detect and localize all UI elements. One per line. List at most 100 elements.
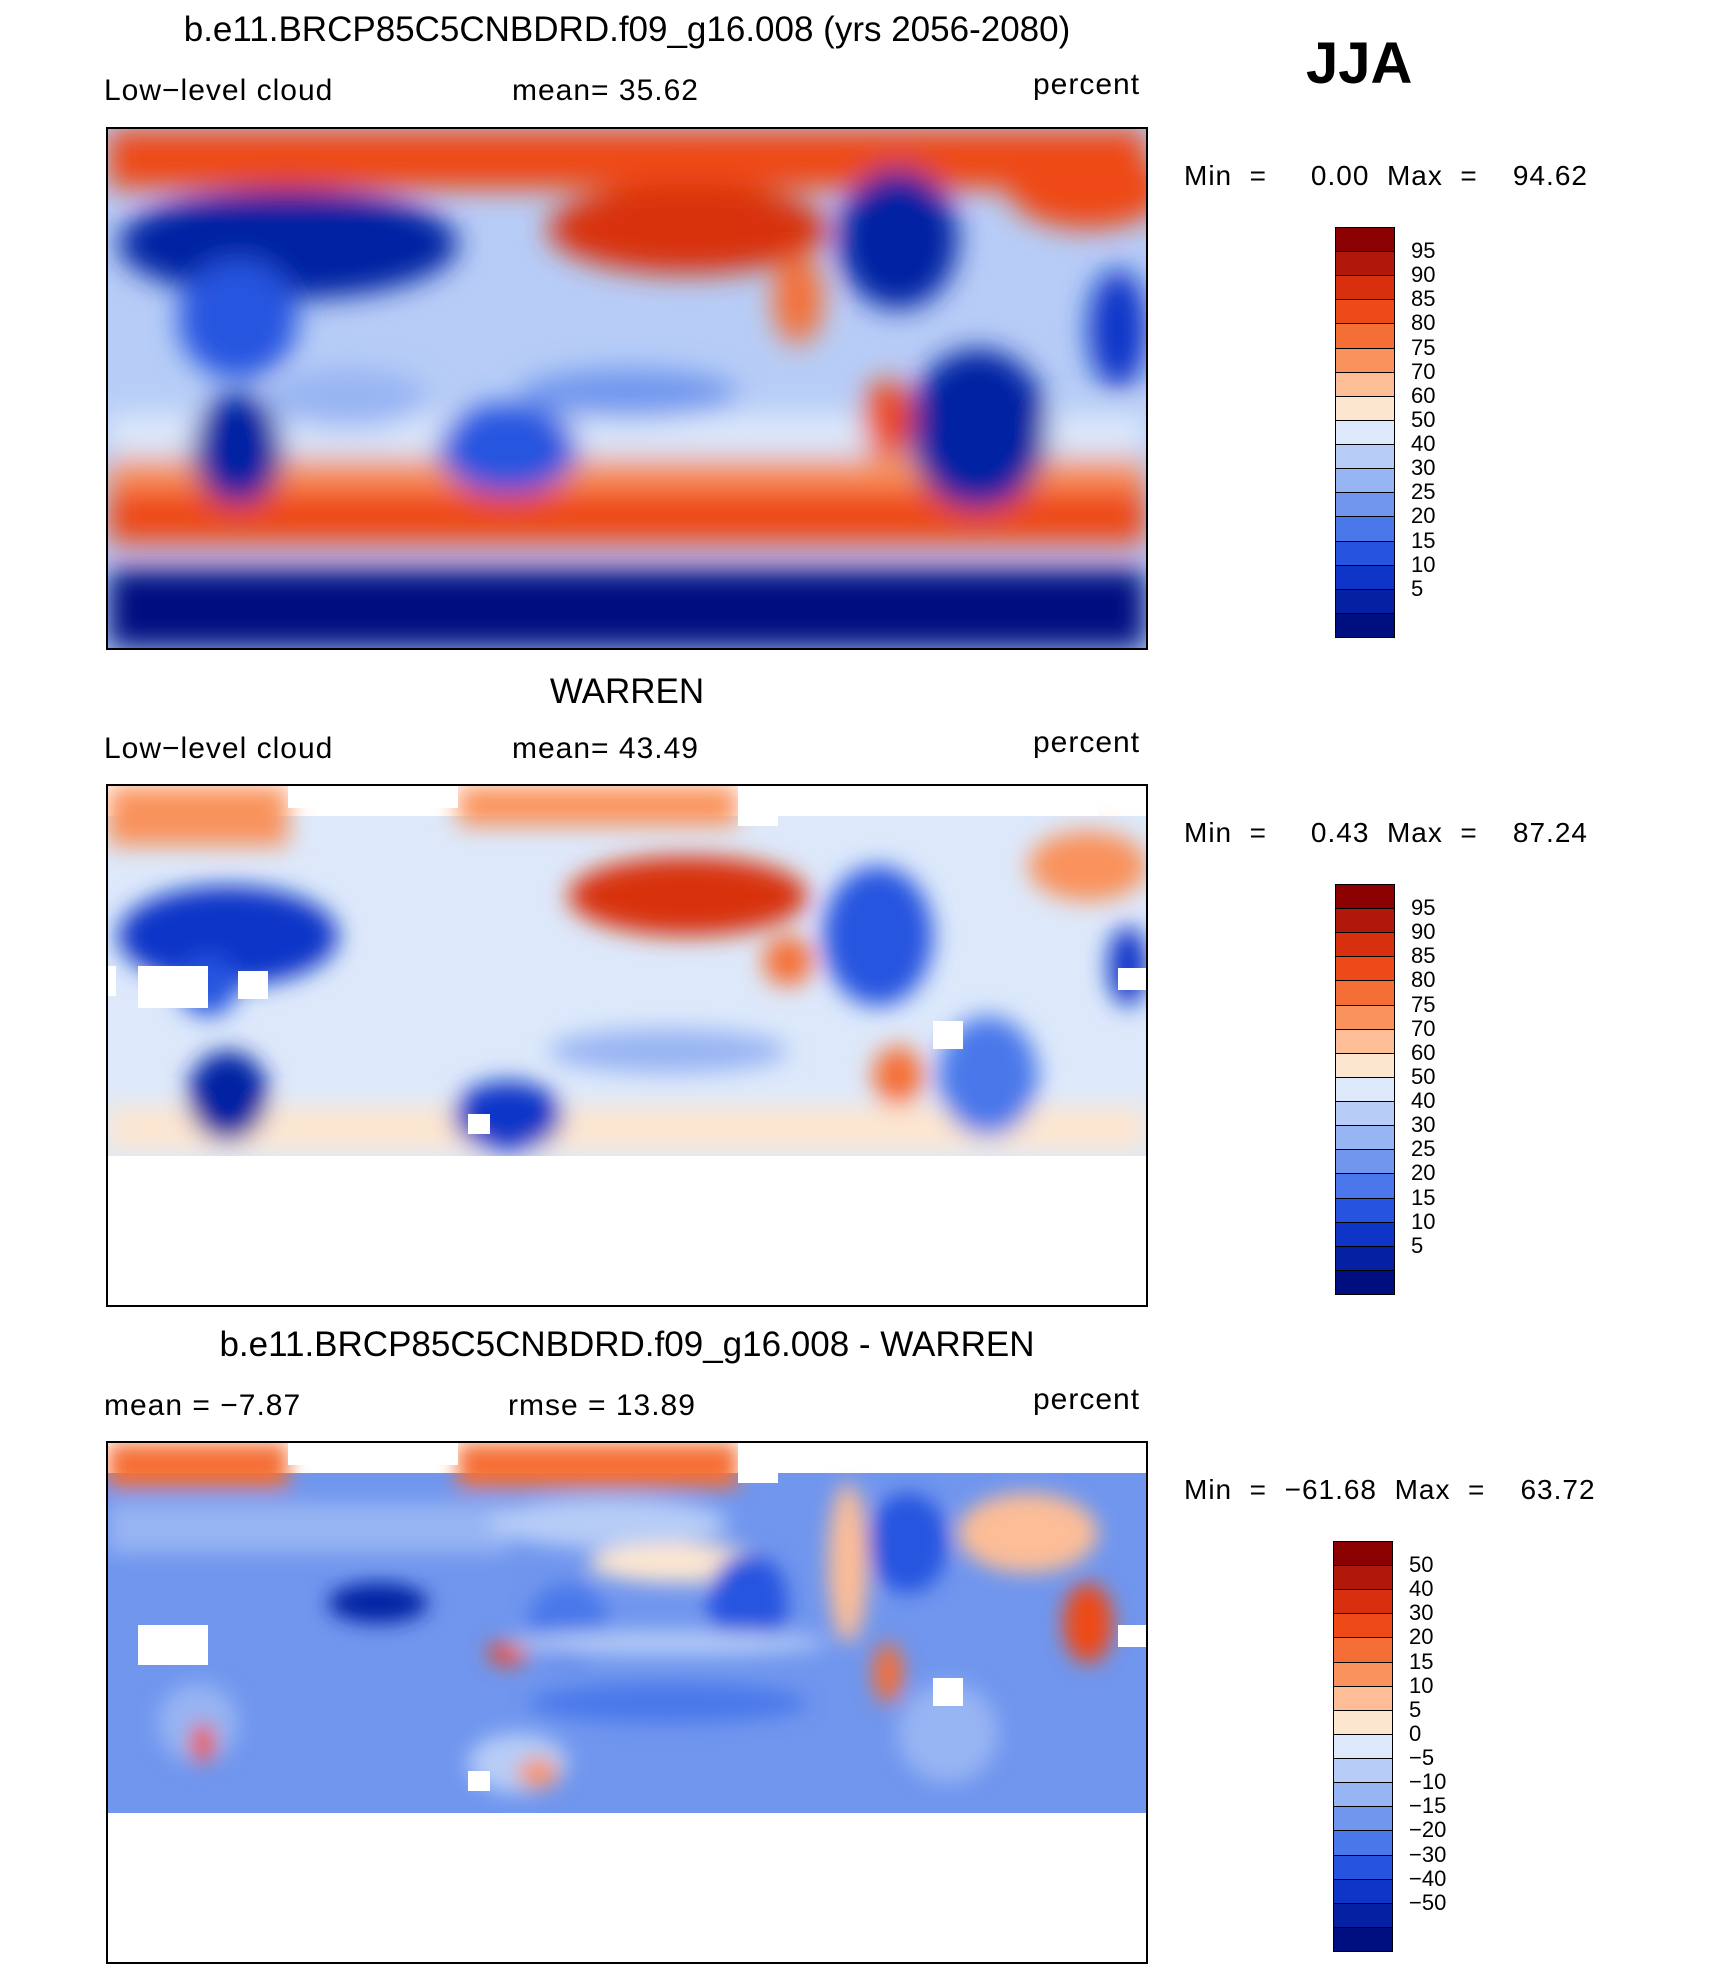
colorbar-tick-label: 90 bbox=[1411, 919, 1436, 945]
colorbar-tick-label: 85 bbox=[1411, 286, 1436, 312]
colorbar-tick-label: 25 bbox=[1411, 479, 1436, 505]
colorbar-swatch bbox=[1335, 516, 1395, 542]
colorbar-swatch bbox=[1333, 1565, 1393, 1591]
colorbar-tick-label: −40 bbox=[1409, 1865, 1447, 1891]
colorbar-tick-label: 40 bbox=[1411, 1088, 1436, 1114]
colorbar-tick-label: 80 bbox=[1411, 967, 1436, 993]
colorbar-tick-label: 15 bbox=[1411, 527, 1436, 553]
colorbar-swatch bbox=[1335, 371, 1395, 397]
panel-1-variable-label: Low−level cloud bbox=[104, 74, 334, 107]
colorbar-tick-label: 85 bbox=[1411, 943, 1436, 969]
colorbar-swatch bbox=[1335, 275, 1395, 301]
colorbar-tick-label: −50 bbox=[1409, 1889, 1447, 1915]
colorbar-tick-label: 5 bbox=[1411, 575, 1424, 601]
colorbar-swatch bbox=[1333, 1589, 1393, 1615]
colorbar-tick-label: 75 bbox=[1411, 991, 1436, 1017]
colorbar-tick-label: 10 bbox=[1409, 1672, 1434, 1698]
colorbar-swatch bbox=[1335, 347, 1395, 373]
panel-1-units-label: percent bbox=[1033, 68, 1141, 101]
colorbar-tick-label: 50 bbox=[1411, 406, 1436, 432]
colorbar-swatch bbox=[1333, 1806, 1393, 1832]
colorbar-swatch bbox=[1333, 1830, 1393, 1856]
colorbar-swatch bbox=[1335, 444, 1395, 470]
colorbar-swatch bbox=[1333, 1709, 1393, 1735]
colorbar-swatch bbox=[1335, 956, 1395, 982]
colorbar-swatch bbox=[1335, 1052, 1395, 1078]
colorbar-swatch bbox=[1335, 564, 1395, 590]
colorbar-swatch bbox=[1335, 1245, 1395, 1271]
colorbar-swatch bbox=[1335, 1221, 1395, 1247]
panel-1-map bbox=[106, 127, 1148, 650]
colorbar-swatch bbox=[1333, 1685, 1393, 1711]
colorbar-swatch bbox=[1335, 227, 1395, 253]
colorbar-swatch bbox=[1335, 1028, 1395, 1054]
colorbar-tick-label: −15 bbox=[1409, 1793, 1447, 1819]
panel-3-minmax: Min = −61.68 Max = 63.72 bbox=[1184, 1474, 1596, 1505]
colorbar-swatch bbox=[1333, 1661, 1393, 1687]
colorbar-swatch bbox=[1333, 1541, 1393, 1567]
colorbar-swatch bbox=[1335, 299, 1395, 325]
panel-3-map bbox=[106, 1441, 1148, 1964]
colorbar-tick-label: 15 bbox=[1411, 1184, 1436, 1210]
season-label: JJA bbox=[1306, 31, 1413, 96]
colorbar-swatch bbox=[1335, 1197, 1395, 1223]
colorbar-swatch bbox=[1335, 251, 1395, 277]
colorbar-swatch bbox=[1335, 1149, 1395, 1175]
panel-2-minmax: Min = 0.43 Max = 87.24 bbox=[1184, 817, 1588, 848]
colorbar-tick-label: −30 bbox=[1409, 1841, 1447, 1867]
colorbar-swatch bbox=[1333, 1902, 1393, 1928]
panel-1-title: b.e11.BRCP85C5CNBDRD.f09_g16.008 (yrs 20… bbox=[183, 10, 1071, 49]
colorbar-swatch bbox=[1333, 1733, 1393, 1760]
colorbar-swatch bbox=[1335, 1004, 1395, 1030]
colorbar-tick-label: 5 bbox=[1411, 1232, 1424, 1258]
colorbar-tick-label: 20 bbox=[1409, 1624, 1434, 1650]
colorbar-swatch bbox=[1335, 1125, 1395, 1151]
panel-2-title: WARREN bbox=[549, 672, 705, 711]
panel-2-mean-label: mean= 43.49 bbox=[512, 732, 699, 765]
colorbar-swatch bbox=[1335, 540, 1395, 566]
colorbar-swatch bbox=[1333, 1758, 1393, 1784]
colorbar-swatch bbox=[1335, 908, 1395, 934]
colorbar-tick-label: 20 bbox=[1411, 503, 1436, 529]
panel-3-colorbar: 50 40 30 20 15 10 5 0 −5 −10 −15 −20 −30 −40 −50 bbox=[1333, 1541, 1463, 1956]
colorbar-tick-label: 50 bbox=[1411, 1063, 1436, 1089]
panel-3-title: b.e11.BRCP85C5CNBDRD.f09_g16.008 - WARRE… bbox=[219, 1325, 1035, 1364]
colorbar-tick-label: 40 bbox=[1411, 431, 1436, 457]
colorbar-swatch bbox=[1335, 884, 1395, 910]
colorbar-tick-label: 10 bbox=[1411, 1208, 1436, 1234]
colorbar-swatch bbox=[1335, 1076, 1395, 1103]
colorbar-tick-label: 0 bbox=[1409, 1720, 1422, 1746]
colorbar-tick-label: −10 bbox=[1409, 1769, 1447, 1795]
colorbar-swatch bbox=[1335, 323, 1395, 349]
colorbar-tick-label: 20 bbox=[1411, 1160, 1436, 1186]
colorbar-swatch bbox=[1335, 1101, 1395, 1127]
colorbar-swatch bbox=[1335, 588, 1395, 614]
colorbar-swatch bbox=[1333, 1878, 1393, 1904]
colorbar-tick-label: −5 bbox=[1409, 1745, 1435, 1771]
panel-3-units-label: percent bbox=[1033, 1383, 1141, 1416]
colorbar-swatch bbox=[1335, 1173, 1395, 1199]
colorbar-tick-label: 70 bbox=[1411, 358, 1436, 384]
colorbar-tick-label: 5 bbox=[1409, 1696, 1422, 1722]
colorbar-swatch bbox=[1333, 1854, 1393, 1880]
colorbar-tick-label: 90 bbox=[1411, 262, 1436, 288]
colorbar-tick-label: 75 bbox=[1411, 334, 1436, 360]
colorbar-tick-label: 80 bbox=[1411, 310, 1436, 336]
colorbar-swatch bbox=[1333, 1613, 1393, 1639]
panel-2-variable-label: Low−level cloud bbox=[104, 732, 334, 765]
panel-2-colorbar: 95 90 85 80 75 70 60 50 40 30 25 20 15 10 5 bbox=[1335, 884, 1465, 1299]
colorbar-tick-label: 10 bbox=[1411, 551, 1436, 577]
colorbar-tick-label: 50 bbox=[1409, 1552, 1434, 1578]
colorbar-swatch bbox=[1335, 612, 1395, 638]
colorbar-swatch bbox=[1333, 1637, 1393, 1663]
panel-3-mean-label: mean = −7.87 bbox=[104, 1389, 302, 1422]
colorbar-swatch bbox=[1335, 492, 1395, 518]
colorbar-swatch bbox=[1335, 980, 1395, 1006]
panel-1-minmax: Min = 0.00 Max = 94.62 bbox=[1184, 160, 1588, 191]
panel-3-rmse-label: rmse = 13.89 bbox=[508, 1389, 696, 1422]
panel-2-units-label: percent bbox=[1033, 726, 1141, 759]
colorbar-swatch bbox=[1333, 1926, 1393, 1952]
colorbar-tick-label: 30 bbox=[1411, 1112, 1436, 1138]
colorbar-tick-label: 25 bbox=[1411, 1136, 1436, 1162]
panel-1-mean-label: mean= 35.62 bbox=[512, 74, 699, 107]
